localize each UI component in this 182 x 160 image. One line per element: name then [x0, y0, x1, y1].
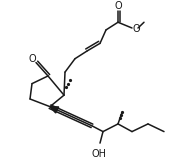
Text: O: O: [133, 24, 141, 34]
Text: O: O: [114, 1, 122, 11]
Text: OH: OH: [92, 149, 106, 159]
Text: O: O: [28, 54, 36, 64]
Polygon shape: [50, 107, 59, 113]
